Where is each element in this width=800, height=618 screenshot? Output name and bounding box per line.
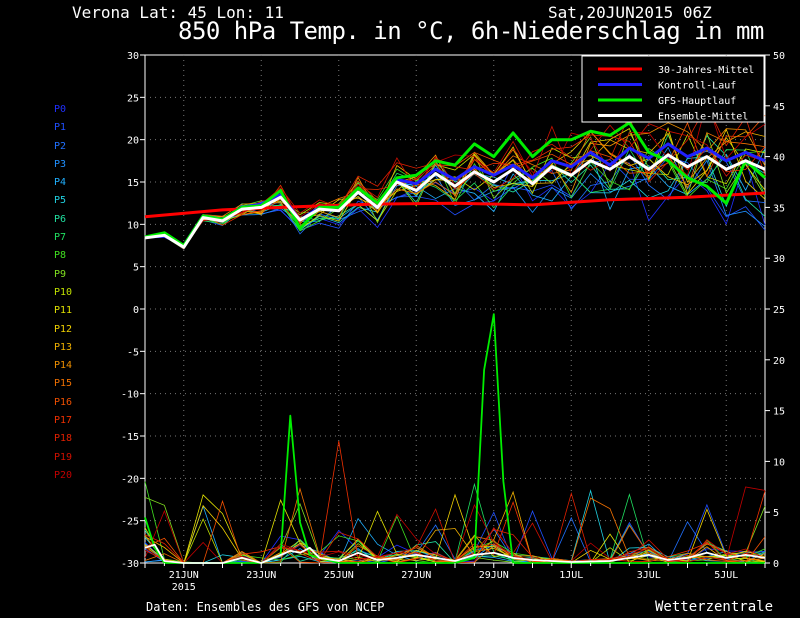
ensemble-member-lines — [144, 99, 766, 564]
y-left-tick-label: 30 — [127, 51, 139, 62]
y-right-tick-label: 10 — [773, 457, 785, 468]
y-right-tick-label: 40 — [773, 153, 785, 164]
y-left-tick-label: -30 — [121, 559, 139, 570]
x-tick-label: 1JUL — [559, 570, 583, 581]
x-tick-label: 27JUN — [401, 570, 431, 581]
y-right-tick-label: 25 — [773, 305, 785, 316]
member-label-p17: P17 — [54, 415, 73, 427]
y-left-tick-label: 5 — [133, 263, 139, 274]
member-label-p11: P11 — [54, 305, 73, 317]
member-label-p8: P8 — [54, 250, 67, 262]
y-left-tick-label: -25 — [121, 517, 139, 528]
member-label-p18: P18 — [54, 433, 73, 445]
y-right-tick-label: 35 — [773, 203, 785, 214]
member-label-p9: P9 — [54, 268, 67, 280]
location-label: Verona Lat: 45 Lon: 11 — [72, 3, 284, 22]
x-year-label: 2015 — [172, 582, 196, 593]
legend-label: Kontroll-Lauf — [658, 81, 736, 92]
member-label-p3: P3 — [54, 158, 67, 170]
y-right-tick-label: 15 — [773, 407, 785, 418]
legend: 30-Jahres-Mittel Kontroll-Lauf GFS-Hauptla… — [581, 55, 765, 123]
y-left-tick-label: -20 — [121, 474, 139, 485]
member-precip-line-p19 — [144, 508, 766, 564]
member-label-p20: P20 — [54, 469, 73, 481]
y-right-tick-label: 30 — [773, 254, 785, 265]
y-left-tick-label: -10 — [121, 390, 139, 401]
y-right-tick-label: 0 — [773, 559, 779, 570]
member-label-p13: P13 — [54, 341, 73, 353]
legend-label: GFS-Hauptlauf — [658, 96, 736, 107]
y-right-tick-label: 20 — [773, 356, 785, 367]
x-tick-label: 25JUN — [324, 570, 354, 581]
member-label-p0: P0 — [54, 104, 67, 115]
member-temp-line-p18 — [144, 104, 766, 248]
member-label-p4: P4 — [54, 177, 67, 189]
member-label-p15: P15 — [54, 378, 73, 390]
member-label-p1: P1 — [54, 122, 67, 134]
legend-label: 30-Jahres-Mittel — [658, 65, 754, 76]
member-label-p14: P14 — [54, 360, 73, 372]
x-tick-label: 5JUL — [714, 570, 738, 581]
member-label-p5: P5 — [54, 195, 67, 207]
member-temp-line-p1 — [144, 156, 766, 246]
member-temp-line-p11 — [144, 126, 766, 250]
axes: 302520151050-5-10-15-20-25-3050454035302… — [121, 51, 785, 593]
y-left-tick-label: 15 — [127, 178, 139, 189]
y-left-tick-label: 10 — [127, 220, 139, 231]
brand-label: Wetterzentrale — [655, 599, 774, 615]
series-line-ensemble-mittel — [144, 153, 766, 249]
x-tick-label: 21JUN — [169, 570, 199, 581]
member-precip-line-p17 — [144, 441, 766, 564]
y-left-tick-label: 20 — [127, 136, 139, 147]
y-right-tick-label: 45 — [773, 102, 785, 113]
member-label-p16: P16 — [54, 396, 73, 408]
x-tick-label: 23JUN — [246, 570, 276, 581]
member-precip-line-p20 — [144, 486, 766, 564]
member-label-p6: P6 — [54, 213, 67, 225]
member-label-p2: P2 — [54, 140, 67, 152]
y-right-tick-label: 50 — [773, 51, 785, 62]
chart-title: 850 hPa Temp. in °C, 6h-Niederschlag in … — [178, 17, 764, 45]
data-source-label: Daten: Ensembles des GFS von NCEP — [146, 600, 385, 614]
member-temp-line-p10 — [144, 133, 766, 246]
run-date-label: Sat,20JUN2015 06Z — [548, 3, 712, 22]
x-tick-label: 29JUN — [479, 570, 509, 581]
member-temp-line-p20 — [144, 99, 766, 248]
grid-lines — [145, 55, 765, 563]
member-label-p10: P10 — [54, 286, 73, 298]
x-tick-label: 3JUL — [637, 570, 661, 581]
legend-label: Ensemble-Mittel — [658, 112, 748, 123]
member-label-p12: P12 — [54, 323, 73, 335]
ensemble-member-list: P0 P1 P2 P3 P4 P5 P6 P7 P8 P9 P10 P11 P12 P13 P14 P15 P1… — [54, 101, 72, 485]
legend-box — [581, 55, 765, 123]
series-line-ensemble-mittel-niederschlag — [144, 543, 766, 564]
y-left-tick-label: -15 — [121, 432, 139, 443]
member-label-p19: P19 — [54, 451, 73, 463]
member-label-p7: P7 — [54, 232, 67, 244]
y-left-tick-label: 0 — [133, 305, 139, 316]
member-temp-line-p14 — [144, 122, 766, 249]
y-left-tick-label: 25 — [127, 93, 139, 104]
member-temp-line-p13 — [144, 131, 766, 248]
y-left-tick-label: -5 — [127, 347, 139, 358]
y-right-tick-label: 5 — [773, 508, 779, 519]
